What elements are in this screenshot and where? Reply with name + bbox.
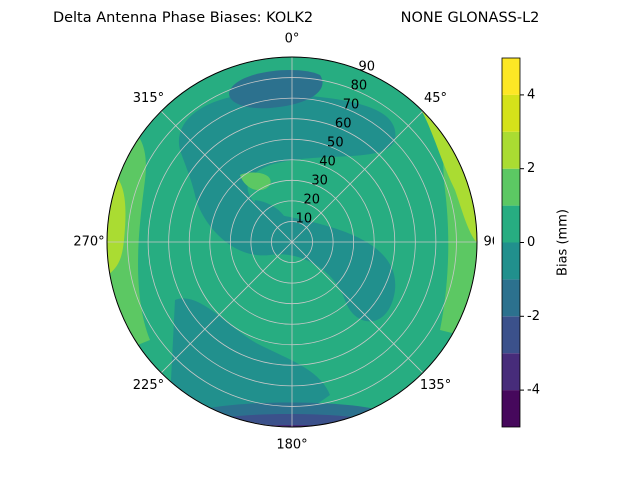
theta-tick-label: 225° (133, 378, 164, 393)
theta-tick-label: 270° (73, 235, 104, 250)
grid-spoke (291, 110, 424, 243)
chart-title: Delta Antenna Phase Biases: KOLK2 (53, 10, 313, 26)
theta-tick-label: 180° (276, 438, 307, 453)
colorbar-band (502, 131, 520, 169)
colorbar-band (502, 353, 520, 391)
colorbar-tick-label: -2 (527, 309, 540, 324)
colorbar-tick-label: -4 (527, 383, 540, 398)
theta-tick-label: 135° (420, 378, 451, 393)
grid-spoke (160, 110, 293, 243)
colorbar-band (502, 58, 520, 95)
colorbar-label: Bias (mm) (556, 209, 571, 276)
r-tick-label: 20 (303, 193, 320, 208)
theta-tick-label: 45° (424, 91, 447, 106)
grid-spoke (160, 241, 293, 374)
colorbar-tick-label: 4 (527, 87, 535, 102)
colorbar-band (502, 242, 520, 280)
contour-region (229, 70, 323, 109)
r-tick-label: 50 (327, 136, 344, 151)
polar-frame (106, 56, 478, 428)
r-tick-label: 70 (343, 98, 360, 113)
colorbar-band (502, 168, 520, 206)
colorbar-band (502, 205, 520, 243)
colorbar-band (502, 390, 520, 427)
grid-spoke (291, 241, 424, 374)
contour-region (107, 170, 126, 280)
colorbar-band (502, 94, 520, 132)
r-tick-label: 80 (351, 79, 368, 94)
r-tick-label: 40 (319, 155, 336, 170)
colorbar-tick-label: 0 (527, 235, 535, 250)
contour-region (170, 298, 330, 427)
chart-subtitle: NONE GLONASS-L2 (401, 10, 540, 26)
theta-tick-label: 315° (133, 91, 164, 106)
contour-region (205, 414, 375, 427)
overlay: 1020304050607080900°45°90°135°180°225°27… (73, 32, 570, 453)
r-tick-label: 30 (311, 174, 328, 189)
contour-region (178, 92, 396, 322)
contour-region (240, 172, 271, 191)
r-tick-label: 60 (335, 117, 352, 132)
colorbar-band (502, 279, 520, 317)
theta-tick-label: 0° (285, 32, 300, 47)
colorbar-tick-label: 2 (527, 161, 535, 176)
r-tick-label: 10 (296, 212, 313, 227)
colorbar-band (502, 316, 520, 354)
